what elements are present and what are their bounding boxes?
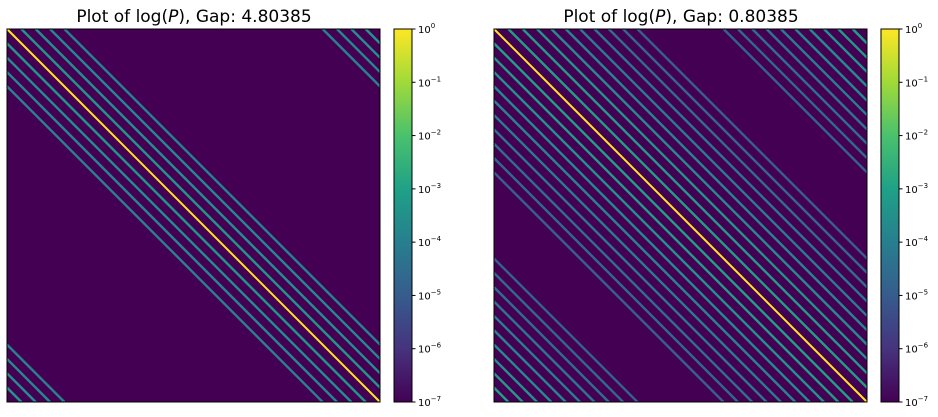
heatmap-band-4-0	[63, 28, 381, 346]
colorbar-tick-label: 10−6	[418, 342, 442, 356]
heatmap-band-6-2	[780, 28, 868, 116]
heatmap-band-4-2	[808, 28, 868, 88]
heatmap-band-3-2	[336, 28, 381, 73]
heatmap-band-1-1	[493, 42, 854, 403]
heatmap-band-8-2	[751, 28, 868, 145]
colorbar-tick-label: 10−1	[418, 75, 441, 89]
colorbar-tick-label: 10−3	[905, 182, 928, 196]
colorbar-tick-label: 10−4	[418, 235, 442, 249]
panel-2-title: Plot of log(P), Gap: 0.80385	[563, 7, 798, 27]
heatmap-band-6-0	[579, 28, 868, 317]
heatmap-band-1-0	[20, 28, 381, 389]
heatmap-band-4-2	[321, 28, 381, 88]
heatmap-band-5-1	[493, 99, 797, 403]
colorbar-tick-label: 10−3	[418, 182, 441, 196]
panel-1-frame	[6, 28, 381, 403]
heatmap-band-5-0	[564, 28, 868, 332]
heatmap-band-1-1	[6, 42, 367, 403]
heatmap-band-1-0	[507, 28, 868, 389]
heatmap-diagonal	[6, 28, 381, 403]
heatmap-band-4-1	[493, 85, 811, 403]
heatmap-band-7-3	[493, 300, 596, 403]
heatmap-band-6-1	[493, 114, 782, 403]
heatmap-band-8-1	[493, 142, 754, 403]
panel-1: Plot of log(P), Gap: 4.80385 100 10−1 10−2…	[6, 7, 442, 409]
heatmap-diagonal	[493, 28, 868, 403]
colorbar-tick-label: 10−2	[905, 129, 928, 143]
heatmap-band-3-1	[493, 71, 825, 403]
heatmap-band-4-3	[493, 343, 553, 403]
colorbar-tick-label: 100	[418, 22, 435, 36]
heatmap-band-10-1	[493, 171, 725, 403]
heatmap-band-7-2	[765, 28, 868, 131]
panel-1-title: Plot of log(P), Gap: 4.80385	[76, 7, 311, 27]
heatmap-band-2-3	[493, 372, 524, 403]
colorbar-tick-label: 10−6	[905, 342, 929, 356]
panel-2-colorbar-frame	[880, 28, 900, 403]
panel-2-colorbar	[881, 29, 899, 402]
heatmap-band-1-3	[493, 386, 510, 403]
heatmap-band-4-1	[6, 85, 324, 403]
panel-2-frame	[493, 28, 868, 403]
heatmap-band-5-3	[493, 329, 567, 403]
heatmap-band-9-2	[737, 28, 868, 159]
heatmap-band-7-1	[493, 128, 768, 403]
heatmap-band-2-1	[493, 56, 840, 403]
heatmap-band-2-2	[837, 28, 868, 59]
panel-1-colorbar	[394, 29, 412, 402]
colorbar-tick-label: 10−1	[905, 75, 928, 89]
heatmap-band-3-0	[536, 28, 868, 360]
colorbar-tick-label: 100	[905, 22, 922, 36]
panel-1-colorbar-ticks: 100 10−1 10−2 10−3 10−4 10−5 10−6 10−7	[412, 22, 442, 409]
heatmap-band-4-3	[6, 343, 66, 403]
colorbar-tick-label: 10−2	[418, 129, 441, 143]
heatmap-band-6-3	[493, 315, 581, 403]
heatmap-band-9-0	[622, 28, 868, 274]
heatmap-band-3-0	[49, 28, 381, 360]
heatmap-band-7-0	[593, 28, 868, 303]
heatmap-band-2-3	[6, 372, 37, 403]
heatmap-band-5-2	[794, 28, 868, 102]
heatmap-band-8-0	[607, 28, 868, 289]
heatmap-band-2-1	[6, 56, 353, 403]
heatmap-band-10-2	[722, 28, 868, 174]
heatmap-band-10-3	[493, 257, 639, 403]
heatmap-band-3-3	[6, 358, 51, 403]
colorbar-tick-label: 10−4	[905, 235, 929, 249]
heatmap-band-9-1	[493, 157, 739, 403]
heatmap-band-3-2	[823, 28, 868, 73]
colorbar-tick-label: 10−5	[418, 288, 441, 302]
colorbar-tick-label: 10−7	[905, 395, 928, 409]
heatmap-band-10-0	[636, 28, 868, 260]
heatmap-band-4-0	[550, 28, 868, 346]
panel-1-colorbar-frame	[393, 28, 413, 403]
heatmap-band-2-2	[350, 28, 381, 59]
heatmap-band-3-3	[493, 358, 538, 403]
heatmap-band-1-2	[364, 28, 381, 45]
heatmap-band-1-3	[6, 386, 23, 403]
heatmap-band-2-0	[34, 28, 381, 375]
heatmap-band-8-3	[493, 286, 610, 403]
panel-2-heatmap	[493, 28, 868, 403]
heatmap-band-1-2	[851, 28, 868, 45]
panel-2: Plot of log(P), Gap: 0.80385 100 10−1 10−2…	[493, 7, 929, 409]
colorbar-tick-label: 10−7	[418, 395, 441, 409]
heatmap-band-2-0	[521, 28, 868, 375]
heatmap-band-9-3	[493, 272, 624, 403]
heatmap-band-3-1	[6, 71, 338, 403]
panel-1-heatmap	[6, 28, 381, 403]
panel-2-colorbar-ticks: 100 10−1 10−2 10−3 10−4 10−5 10−6 10−7	[899, 22, 929, 409]
colorbar-tick-label: 10−5	[905, 288, 928, 302]
